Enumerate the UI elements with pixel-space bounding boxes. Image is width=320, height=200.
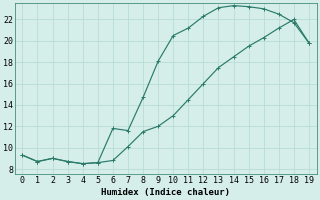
X-axis label: Humidex (Indice chaleur): Humidex (Indice chaleur)	[101, 188, 230, 197]
